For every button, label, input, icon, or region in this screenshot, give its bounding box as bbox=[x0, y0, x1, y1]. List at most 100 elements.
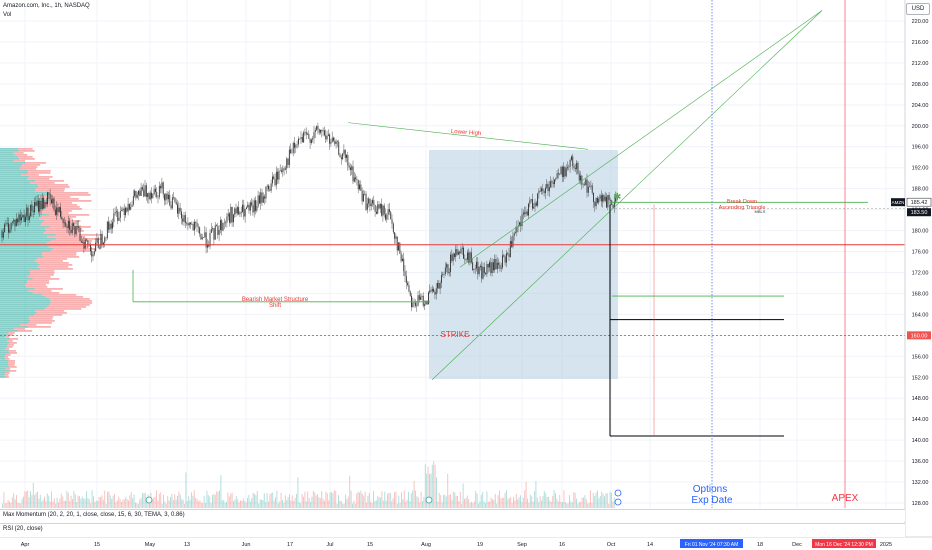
rsi-panel[interactable]: RSI (20, close) bbox=[0, 523, 905, 537]
volume-bar bbox=[480, 494, 482, 508]
candle-body bbox=[235, 208, 237, 214]
profile-bar-down bbox=[37, 212, 69, 214]
volume-bar bbox=[192, 495, 194, 508]
profile-bar-down bbox=[42, 252, 77, 254]
candle-body bbox=[197, 226, 199, 228]
event-marker bbox=[145, 496, 153, 504]
candle-body bbox=[597, 197, 598, 203]
candle-body bbox=[130, 206, 132, 210]
volume-bar bbox=[503, 497, 505, 508]
volume-bar bbox=[363, 495, 365, 508]
candle-body bbox=[222, 223, 224, 231]
volume-bar bbox=[41, 501, 43, 508]
volume-bar bbox=[95, 500, 97, 508]
candle-body bbox=[534, 202, 536, 207]
profile-bar-up bbox=[0, 308, 45, 310]
second-price-bg bbox=[907, 208, 931, 217]
volume-bar bbox=[388, 493, 390, 508]
profile-bar-up bbox=[0, 174, 22, 176]
profile-bar-up bbox=[0, 258, 37, 260]
candle-body bbox=[208, 244, 210, 247]
profile-bar-up bbox=[0, 262, 38, 264]
volume-bar bbox=[492, 499, 493, 508]
profile-bar-up bbox=[0, 256, 44, 258]
candle-body bbox=[387, 209, 389, 215]
profile-bar-up bbox=[0, 152, 14, 154]
price-tick-label: 140.00 bbox=[912, 438, 929, 444]
volume-bar bbox=[168, 500, 170, 508]
candle-body bbox=[39, 200, 41, 212]
candle-body bbox=[34, 202, 35, 213]
volume-bar bbox=[366, 502, 367, 508]
volume-bar bbox=[137, 503, 139, 508]
time-axis[interactable]: Apr 15 May 13 Jun 17 Jul 15 Aug 19 Sep 16 Oct 14 18 Dec… bbox=[0, 536, 932, 550]
candle-body bbox=[446, 264, 448, 268]
profile-bar-down bbox=[41, 216, 77, 218]
candle-body bbox=[23, 214, 25, 223]
candle-body bbox=[526, 211, 528, 216]
candle-body bbox=[246, 207, 247, 210]
volume-bar bbox=[182, 499, 184, 508]
profile-bar-down bbox=[49, 226, 91, 228]
candle-body bbox=[27, 207, 29, 221]
volume-bar bbox=[445, 496, 447, 508]
profile-bar-down bbox=[9, 342, 17, 344]
volume-bar bbox=[88, 499, 90, 508]
candle-body bbox=[416, 305, 418, 307]
volume-bar bbox=[587, 503, 589, 508]
volume-bar bbox=[385, 500, 387, 508]
volume-bar bbox=[367, 495, 369, 508]
profile-bar-up bbox=[0, 332, 9, 334]
volume-bar bbox=[459, 491, 461, 508]
profile-bar-up bbox=[0, 176, 29, 178]
candle-body bbox=[383, 205, 385, 215]
profile-bar-up bbox=[0, 334, 8, 336]
volume-bar bbox=[31, 495, 33, 508]
candle-body bbox=[292, 142, 294, 153]
profile-bar-down bbox=[29, 270, 55, 272]
candle-body bbox=[325, 135, 327, 140]
candle-body bbox=[559, 174, 561, 175]
candle-body bbox=[295, 145, 297, 148]
volume-bar bbox=[352, 503, 353, 508]
volume-bar bbox=[4, 503, 6, 508]
volume-bar bbox=[382, 500, 384, 508]
profile-bar-down bbox=[50, 240, 93, 242]
volume-bar bbox=[191, 492, 192, 508]
candle-body bbox=[171, 197, 173, 209]
candle-body bbox=[278, 170, 280, 180]
candle-body bbox=[234, 208, 236, 215]
volume-bar bbox=[387, 493, 388, 508]
profile-bar-up bbox=[0, 360, 9, 362]
max-momentum-panel[interactable]: Max Momentum (20, 2, 20, 1, close, close… bbox=[0, 509, 905, 521]
candle-body bbox=[322, 130, 324, 132]
volume-bar bbox=[612, 501, 614, 508]
volume-bar bbox=[606, 493, 608, 508]
profile-bar-up bbox=[0, 150, 19, 152]
candle-body bbox=[110, 223, 112, 229]
candle-body bbox=[305, 131, 307, 135]
candle-body bbox=[470, 252, 472, 263]
candle-body bbox=[524, 212, 526, 214]
profile-bar-down bbox=[20, 324, 37, 326]
candle-body bbox=[495, 258, 497, 270]
volume-bar bbox=[56, 497, 58, 508]
upper-trend-line bbox=[459, 10, 823, 268]
candle-body bbox=[190, 222, 191, 225]
price-axis[interactable]: 128.00 132.00 136.00 140.00 144.00 148.00 152.… bbox=[891, 0, 932, 550]
profile-bar-up bbox=[0, 204, 43, 206]
candle-body bbox=[424, 304, 425, 306]
profile-bar-up bbox=[0, 318, 29, 320]
volume-bar bbox=[91, 490, 93, 508]
volume-bar bbox=[319, 497, 321, 508]
currency-button[interactable]: USD bbox=[906, 3, 930, 15]
candle-body bbox=[86, 239, 87, 241]
volume-bar bbox=[321, 491, 323, 508]
candle-body bbox=[615, 195, 617, 202]
candle-body bbox=[351, 166, 353, 170]
volume-bar bbox=[133, 494, 135, 508]
volume-bar bbox=[234, 499, 236, 508]
candle-body bbox=[298, 138, 299, 145]
profile-bar-down bbox=[5, 368, 11, 370]
